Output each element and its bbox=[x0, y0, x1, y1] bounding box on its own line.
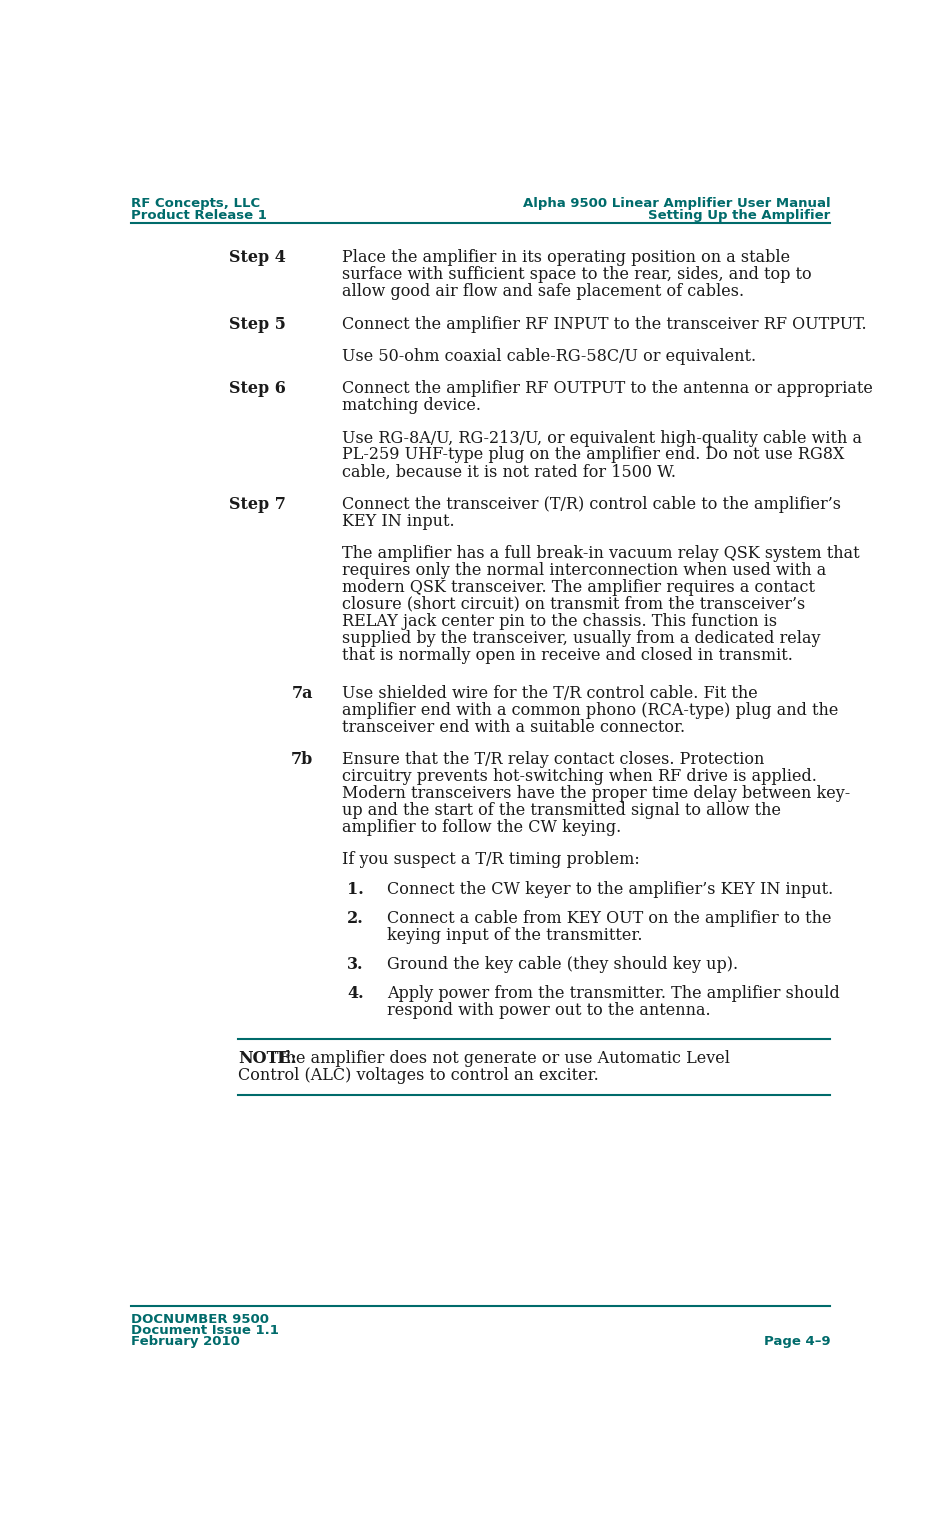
Text: The amplifier does not generate or use Automatic Level: The amplifier does not generate or use A… bbox=[275, 1050, 730, 1067]
Text: Connect the CW keyer to the amplifier’s KEY IN input.: Connect the CW keyer to the amplifier’s … bbox=[387, 881, 833, 897]
Text: Alpha 9500 Linear Amplifier User Manual: Alpha 9500 Linear Amplifier User Manual bbox=[522, 197, 830, 211]
Text: 7b: 7b bbox=[291, 751, 313, 769]
Text: modern QSK transceiver. The amplifier requires a contact: modern QSK transceiver. The amplifier re… bbox=[342, 578, 815, 595]
Text: The amplifier has a full break-in vacuum relay QSK system that: The amplifier has a full break-in vacuum… bbox=[342, 545, 859, 562]
Text: PL-259 UHF-type plug on the amplifier end. Do not use RG8X: PL-259 UHF-type plug on the amplifier en… bbox=[342, 447, 844, 464]
Text: requires only the normal interconnection when used with a: requires only the normal interconnection… bbox=[342, 562, 826, 578]
Text: 1.: 1. bbox=[347, 881, 364, 897]
Text: Use 50-ohm coaxial cable-RG-58C/U or equivalent.: Use 50-ohm coaxial cable-RG-58C/U or equ… bbox=[342, 348, 756, 365]
Text: Connect a cable from KEY OUT on the amplifier to the: Connect a cable from KEY OUT on the ampl… bbox=[387, 909, 831, 926]
Text: Ground the key cable (they should key up).: Ground the key cable (they should key up… bbox=[387, 957, 738, 974]
Text: RELAY jack center pin to the chassis. This function is: RELAY jack center pin to the chassis. Th… bbox=[342, 613, 777, 630]
Text: Page 4–9: Page 4–9 bbox=[764, 1335, 830, 1347]
Text: If you suspect a T/R timing problem:: If you suspect a T/R timing problem: bbox=[342, 852, 640, 868]
Text: Connect the amplifier RF OUTPUT to the antenna or appropriate: Connect the amplifier RF OUTPUT to the a… bbox=[342, 380, 873, 397]
Text: supplied by the transceiver, usually from a dedicated relay: supplied by the transceiver, usually fro… bbox=[342, 630, 821, 647]
Text: RF Concepts, LLC: RF Concepts, LLC bbox=[131, 197, 261, 211]
Text: Connect the amplifier RF INPUT to the transceiver RF OUTPUT.: Connect the amplifier RF INPUT to the tr… bbox=[342, 316, 867, 333]
Text: circuitry prevents hot-switching when RF drive is applied.: circuitry prevents hot-switching when RF… bbox=[342, 768, 817, 786]
Text: February 2010: February 2010 bbox=[131, 1335, 240, 1347]
Text: KEY IN input.: KEY IN input. bbox=[342, 513, 455, 530]
Text: Ensure that the T/R relay contact closes. Protection: Ensure that the T/R relay contact closes… bbox=[342, 751, 764, 769]
Text: Step 6: Step 6 bbox=[229, 380, 286, 397]
Text: Product Release 1: Product Release 1 bbox=[131, 209, 267, 223]
Text: 4.: 4. bbox=[347, 986, 364, 1003]
Text: cable, because it is not rated for 1500 W.: cable, because it is not rated for 1500 … bbox=[342, 464, 676, 481]
Text: transceiver end with a suitable connector.: transceiver end with a suitable connecto… bbox=[342, 719, 685, 736]
Text: Apply power from the transmitter. The amplifier should: Apply power from the transmitter. The am… bbox=[387, 986, 840, 1003]
Text: Step 4: Step 4 bbox=[229, 249, 286, 267]
Text: up and the start of the transmitted signal to allow the: up and the start of the transmitted sign… bbox=[342, 803, 781, 819]
Text: respond with power out to the antenna.: respond with power out to the antenna. bbox=[387, 1003, 711, 1019]
Text: NOTE:: NOTE: bbox=[238, 1050, 296, 1067]
Text: DOCNUMBER 9500: DOCNUMBER 9500 bbox=[131, 1314, 269, 1326]
Text: 7a: 7a bbox=[292, 685, 313, 702]
Text: Document Issue 1.1: Document Issue 1.1 bbox=[131, 1325, 280, 1337]
Text: Place the amplifier in its operating position on a stable: Place the amplifier in its operating pos… bbox=[342, 249, 790, 267]
Text: amplifier to follow the CW keying.: amplifier to follow the CW keying. bbox=[342, 819, 621, 836]
Text: Setting Up the Amplifier: Setting Up the Amplifier bbox=[648, 209, 830, 223]
Text: Modern transceivers have the proper time delay between key-: Modern transceivers have the proper time… bbox=[342, 786, 850, 803]
Text: Use shielded wire for the T/R control cable. Fit the: Use shielded wire for the T/R control ca… bbox=[342, 685, 758, 702]
Text: keying input of the transmitter.: keying input of the transmitter. bbox=[387, 926, 643, 945]
Text: Control (ALC) voltages to control an exciter.: Control (ALC) voltages to control an exc… bbox=[238, 1067, 598, 1083]
Text: 2.: 2. bbox=[347, 909, 364, 926]
Text: amplifier end with a common phono (RCA-type) plug and the: amplifier end with a common phono (RCA-t… bbox=[342, 702, 839, 719]
Text: allow good air flow and safe placement of cables.: allow good air flow and safe placement o… bbox=[342, 284, 744, 301]
Text: 3.: 3. bbox=[347, 957, 364, 974]
Text: surface with sufficient space to the rear, sides, and top to: surface with sufficient space to the rea… bbox=[342, 266, 811, 284]
Text: matching device.: matching device. bbox=[342, 397, 481, 414]
Text: closure (short circuit) on transmit from the transceiver’s: closure (short circuit) on transmit from… bbox=[342, 595, 805, 613]
Text: that is normally open in receive and closed in transmit.: that is normally open in receive and clo… bbox=[342, 647, 793, 664]
Text: Step 7: Step 7 bbox=[229, 496, 286, 513]
Text: Connect the transceiver (T/R) control cable to the amplifier’s: Connect the transceiver (T/R) control ca… bbox=[342, 496, 841, 513]
Text: Use RG-8A/U, RG-213/U, or equivalent high-quality cable with a: Use RG-8A/U, RG-213/U, or equivalent hig… bbox=[342, 429, 862, 447]
Text: Step 5: Step 5 bbox=[229, 316, 286, 333]
